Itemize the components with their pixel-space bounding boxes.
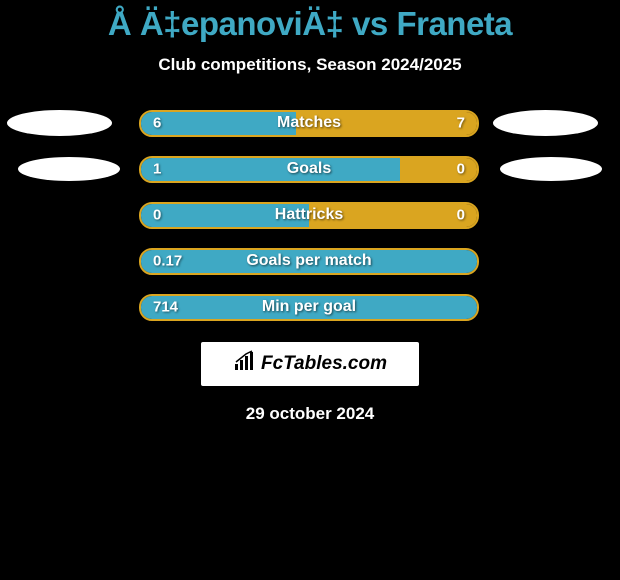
stat-value-left: 0 — [153, 207, 161, 224]
player-indicator-left — [18, 157, 120, 181]
stat-row: 1 0 Goals — [0, 156, 620, 182]
stat-label: Matches — [277, 114, 341, 132]
stat-row: 714 Min per goal — [0, 294, 620, 320]
page-title: Å Ä‡epanoviÄ‡ vs Franeta — [0, 5, 620, 43]
stat-row: 0 0 Hattricks — [0, 202, 620, 228]
player-indicator-left — [7, 110, 112, 136]
player-indicator-right — [500, 157, 602, 181]
logo-box: FcTables.com — [201, 342, 419, 386]
stat-bar-left-fill — [141, 112, 296, 135]
date-text: 29 october 2024 — [0, 404, 620, 424]
stats-area: 6 7 Matches 1 0 Goals 0 0 Hattricks 0.17 Goals per… — [0, 110, 620, 320]
stat-bar-right-fill — [400, 158, 477, 181]
stat-label: Goals — [287, 160, 331, 178]
chart-icon — [233, 350, 255, 378]
stat-value-left: 6 — [153, 115, 161, 132]
stat-value-right: 7 — [457, 115, 465, 132]
stat-row: 0.17 Goals per match — [0, 248, 620, 274]
stat-label: Goals per match — [246, 252, 371, 270]
stat-value-left: 714 — [153, 299, 178, 316]
stat-bar: 0.17 Goals per match — [139, 248, 479, 275]
stat-value-right: 0 — [457, 161, 465, 178]
stat-bar: 714 Min per goal — [139, 294, 479, 321]
logo-text: FcTables.com — [261, 353, 387, 375]
comparison-container: Å Ä‡epanoviÄ‡ vs Franeta Club competitio… — [0, 0, 620, 424]
stat-value-right: 0 — [457, 207, 465, 224]
stat-value-left: 0.17 — [153, 253, 182, 270]
player-indicator-right — [493, 110, 598, 136]
stat-bar: 0 0 Hattricks — [139, 202, 479, 229]
logo-content: FcTables.com — [233, 350, 387, 378]
stat-bar: 6 7 Matches — [139, 110, 479, 137]
stat-row: 6 7 Matches — [0, 110, 620, 136]
stat-label: Hattricks — [275, 206, 343, 224]
stat-bar-left-fill — [141, 158, 400, 181]
stat-label: Min per goal — [262, 298, 356, 316]
page-subtitle: Club competitions, Season 2024/2025 — [0, 55, 620, 75]
stat-bar: 1 0 Goals — [139, 156, 479, 183]
stat-value-left: 1 — [153, 161, 161, 178]
